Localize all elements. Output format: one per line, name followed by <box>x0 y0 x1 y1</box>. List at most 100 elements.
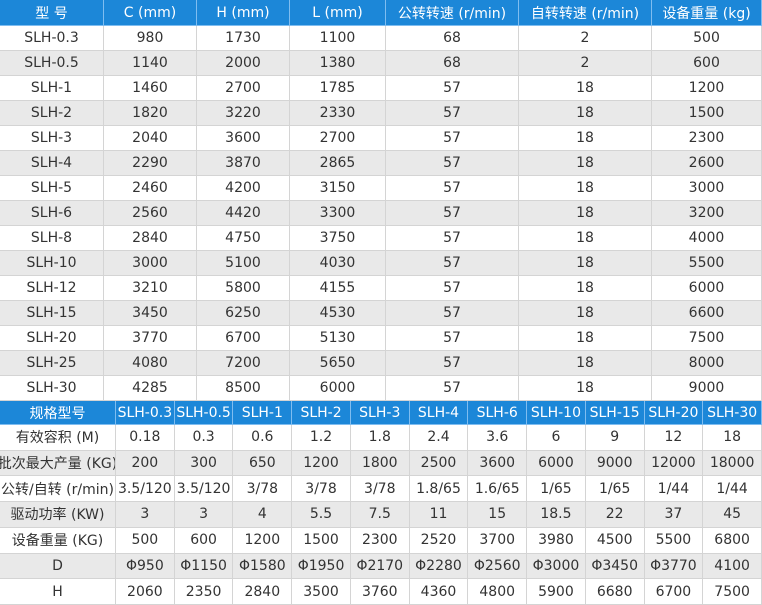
table-cell: SLH-15 <box>0 301 104 326</box>
table-cell: 2300 <box>350 527 410 554</box>
table-cell: 4 <box>233 502 293 528</box>
table-cell: H <box>0 579 116 605</box>
header-cell: 自转转速 (r/min) <box>519 0 652 26</box>
table-cell: 3220 <box>197 101 290 126</box>
table-cell: 980 <box>104 26 197 51</box>
table-cell: 6700 <box>644 579 704 605</box>
table-cell: Φ2560 <box>468 553 528 580</box>
table-cell: 11 <box>409 502 469 528</box>
table-cell: 200 <box>116 450 175 477</box>
table-cell: 18 <box>519 251 652 276</box>
header-cell: SLH-10 <box>527 401 586 425</box>
table-cell: 1140 <box>104 51 197 76</box>
table-cell: 3150 <box>290 176 386 201</box>
table-cell: 3200 <box>652 201 762 226</box>
table-cell: 22 <box>585 502 645 528</box>
header-cell: SLH-4 <box>409 401 469 425</box>
table-cell: 45 <box>703 502 762 528</box>
table-cell: SLH-0.3 <box>0 26 104 51</box>
table-cell: 12000 <box>644 450 704 477</box>
table-cell: Φ2280 <box>409 553 469 580</box>
table-cell: 4100 <box>703 553 762 580</box>
table-cell: 2040 <box>104 126 197 151</box>
table-cell: 2840 <box>104 226 197 251</box>
table-cell: 1100 <box>290 26 386 51</box>
table-cell: 18 <box>519 226 652 251</box>
table-cell: 2560 <box>104 201 197 226</box>
table-cell: 6700 <box>197 326 290 351</box>
table-cell: SLH-5 <box>0 176 104 201</box>
table-cell: 3300 <box>290 201 386 226</box>
table-cell: 4360 <box>409 579 469 605</box>
header-cell: 规格型号 <box>0 401 116 425</box>
table-cell: 0.6 <box>233 425 293 451</box>
header-cell: SLH-3 <box>350 401 410 425</box>
table-cell: 18 <box>519 276 652 301</box>
table-cell: Φ3000 <box>527 553 586 580</box>
table-cell: Φ1950 <box>292 553 351 580</box>
table-cell: 3210 <box>104 276 197 301</box>
table-cell: 7200 <box>197 351 290 376</box>
header-cell: SLH-30 <box>703 401 762 425</box>
table-cell: 2 <box>519 26 652 51</box>
header-cell: SLH-15 <box>585 401 645 425</box>
table-cell: 3600 <box>468 450 528 477</box>
header-cell: SLH-0.5 <box>174 401 234 425</box>
table-cell: 7.5 <box>350 502 410 528</box>
table-cell: 600 <box>174 527 234 554</box>
table-cell: 5900 <box>527 579 586 605</box>
table-cell: 600 <box>652 51 762 76</box>
table-cell: SLH-12 <box>0 276 104 301</box>
header-cell: L (mm) <box>290 0 386 26</box>
table-cell: 7500 <box>652 326 762 351</box>
table-cell: 6800 <box>703 527 762 554</box>
table-cell: 57 <box>386 226 519 251</box>
table-cell: 650 <box>233 450 293 477</box>
table-cell: 1800 <box>350 450 410 477</box>
table-cell: 5500 <box>652 251 762 276</box>
table-cell: 500 <box>652 26 762 51</box>
table-cell: 3700 <box>468 527 528 554</box>
table-cell: D <box>0 553 116 580</box>
table-cell: 18 <box>519 176 652 201</box>
header-cell: SLH-20 <box>644 401 704 425</box>
table-cell: 3 <box>174 502 234 528</box>
table-cell: 4750 <box>197 226 290 251</box>
table-cell: 7500 <box>703 579 762 605</box>
table-cell: 18 <box>519 351 652 376</box>
table-cell: 批次最大产量 (KG) <box>0 450 116 477</box>
table-cell: 18 <box>703 425 762 451</box>
table-cell: 18 <box>519 376 652 401</box>
table-cell: 2350 <box>174 579 234 605</box>
table-cell: 4000 <box>652 226 762 251</box>
table-cell: 9000 <box>652 376 762 401</box>
table-cell: Φ1580 <box>233 553 293 580</box>
table-cell: Φ950 <box>116 553 175 580</box>
table-cell: SLH-4 <box>0 151 104 176</box>
table-cell: 18 <box>519 126 652 151</box>
table-cell: 57 <box>386 176 519 201</box>
table-cell: 3760 <box>350 579 410 605</box>
table-cell: 57 <box>386 301 519 326</box>
table-cell: 2.4 <box>409 425 469 451</box>
table-cell: 6600 <box>652 301 762 326</box>
table-cell: 68 <box>386 26 519 51</box>
table-cell: 57 <box>386 376 519 401</box>
header-cell: 型 号 <box>0 0 104 26</box>
table-cell: Φ3770 <box>644 553 704 580</box>
header-cell: 公转转速 (r/min) <box>386 0 519 26</box>
table-cell: SLH-1 <box>0 76 104 101</box>
table-cell: Φ1150 <box>174 553 234 580</box>
table-cell: 18 <box>519 101 652 126</box>
header-cell: H (mm) <box>197 0 290 26</box>
table-cell: 3.6 <box>468 425 528 451</box>
table-cell: 4500 <box>585 527 645 554</box>
table-cell: 1.6/65 <box>468 476 528 503</box>
table-cell: 4080 <box>104 351 197 376</box>
table-cell: 4030 <box>290 251 386 276</box>
table-cell: 9000 <box>585 450 645 477</box>
table-cell: 18.5 <box>527 502 586 528</box>
table-cell: 3600 <box>197 126 290 151</box>
table-cell: 57 <box>386 351 519 376</box>
